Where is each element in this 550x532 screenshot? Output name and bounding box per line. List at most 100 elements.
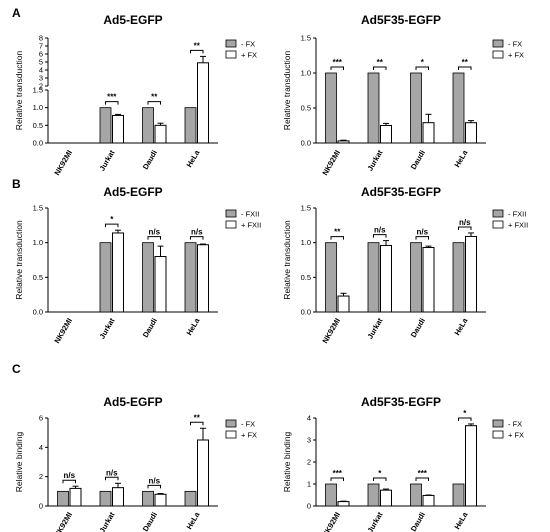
x-category-label: Daudi <box>141 317 159 340</box>
x-category-label: Jurkat <box>365 148 384 172</box>
bar-control <box>452 242 465 313</box>
legend-label: - FX <box>508 40 522 49</box>
y-tick-label: 0.0 <box>301 139 311 148</box>
y-tick-label: 0.5 <box>33 273 43 282</box>
y-tick-label: 1.0 <box>301 238 311 247</box>
bar-treated <box>154 493 167 507</box>
x-category-label: Daudi <box>409 511 427 532</box>
significance-label: n/s <box>63 471 75 480</box>
legend-label: + FXII <box>508 221 528 230</box>
bar-treated <box>422 494 435 507</box>
significance-label: ** <box>377 58 384 67</box>
legend-swatch-treated <box>225 50 237 59</box>
y-tick-label: 2 <box>307 458 311 467</box>
y-tick-label: 4 <box>307 414 311 423</box>
x-category-label: HeLa <box>453 316 470 337</box>
x-category-label: HeLa <box>185 510 202 531</box>
bar-control <box>410 483 422 507</box>
y-tick-label: 1.5 <box>33 86 43 95</box>
legend-swatch-control <box>492 209 504 218</box>
significance-bracket <box>105 101 119 105</box>
significance-bracket <box>147 101 161 105</box>
bar-control <box>184 490 197 507</box>
significance-label: ** <box>462 58 469 67</box>
x-category-label: Jurkat <box>365 316 384 340</box>
significance-bracket <box>458 226 472 230</box>
bar-control <box>367 242 380 313</box>
y-tick-label: 4 <box>39 66 43 75</box>
significance-bracket <box>330 66 344 70</box>
legend-swatch-control <box>492 39 504 48</box>
legend-label: - FXII <box>508 210 526 219</box>
significance-label: *** <box>107 93 117 102</box>
significance-bracket <box>147 484 161 489</box>
x-category-label: Daudi <box>409 149 427 172</box>
y-tick-label: 1.0 <box>301 69 311 78</box>
bar-treated <box>465 122 477 144</box>
bar-control <box>99 107 112 144</box>
bar-treated <box>337 295 350 313</box>
bar-treated <box>337 140 350 144</box>
bar-treated <box>380 125 392 144</box>
legend-swatch-control <box>225 39 237 48</box>
significance-label: ** <box>194 413 201 422</box>
y-tick-label: 1.0 <box>33 103 43 112</box>
x-category-label: Daudi <box>141 511 159 532</box>
significance-bracket <box>415 66 429 70</box>
legend-swatch-treated <box>492 220 504 229</box>
bar-treated <box>380 244 392 313</box>
chart-5: Ad5-EGFP Relative binding 0 2 4 6 NK92MI n/s Jur… <box>14 395 257 532</box>
significance-bracket <box>458 417 472 421</box>
legend-swatch-treated <box>225 430 237 439</box>
legend-label: + FXII <box>241 221 261 230</box>
legend-swatch-treated <box>492 430 504 439</box>
bar-treated <box>380 489 392 507</box>
bar-control <box>325 483 337 507</box>
y-tick-label: 6 <box>39 414 43 423</box>
y-axis-label: Relative binding <box>14 431 24 492</box>
significance-bracket <box>330 236 344 240</box>
significance-bracket <box>147 236 161 240</box>
legend-swatch-treated <box>492 50 504 59</box>
bar-treated <box>465 235 477 313</box>
significance-label: n/s <box>148 228 160 237</box>
y-tick-label: 1.0 <box>33 238 43 247</box>
y-tick-label: 1.5 <box>301 34 311 43</box>
significance-label: n/s <box>106 468 118 477</box>
significance-bracket <box>415 236 429 240</box>
bar-control <box>410 72 422 144</box>
significance-label: * <box>421 58 425 67</box>
significance-label: *** <box>333 58 343 67</box>
bar-control <box>57 490 69 507</box>
y-tick-label: 0.0 <box>33 139 43 148</box>
y-axis-label: Relative transduction <box>282 220 292 300</box>
chart-2: Ad5F35-EGFP Relative transduction 0.0 0.5 1.… <box>282 13 524 177</box>
x-category-label: HeLa <box>453 510 470 531</box>
y-tick-label: 7 <box>39 42 43 51</box>
chart-title: Ad5-EGFP <box>103 185 162 199</box>
x-category-label: NK92MI <box>52 149 74 177</box>
x-category-label: NK92MI <box>320 149 342 177</box>
y-axis-label: Relative binding <box>282 431 292 492</box>
chart-title: Ad5F35-EGFP <box>361 13 441 27</box>
significance-bracket <box>62 479 76 484</box>
x-category-label: Daudi <box>409 317 427 340</box>
significance-bracket <box>330 477 344 481</box>
y-tick-label: 3 <box>307 436 311 445</box>
bar-treated <box>112 487 124 507</box>
chart-title: Ad5-EGFP <box>103 395 162 409</box>
x-category-label: Jurkat <box>97 148 116 172</box>
bar-treated <box>154 256 167 313</box>
significance-label: * <box>463 409 467 418</box>
significance-label: n/s <box>148 476 160 485</box>
bar-treated <box>197 439 209 507</box>
significance-bracket <box>190 49 204 54</box>
significance-label: *** <box>418 469 428 478</box>
y-axis-label: Relative transduction <box>14 220 24 300</box>
x-category-label: Jurkat <box>365 510 384 532</box>
x-category-label: NK92MI <box>320 317 342 345</box>
bar-treated <box>422 247 435 313</box>
bar-treated <box>112 232 124 313</box>
x-category-label: NK92MI <box>320 511 342 532</box>
